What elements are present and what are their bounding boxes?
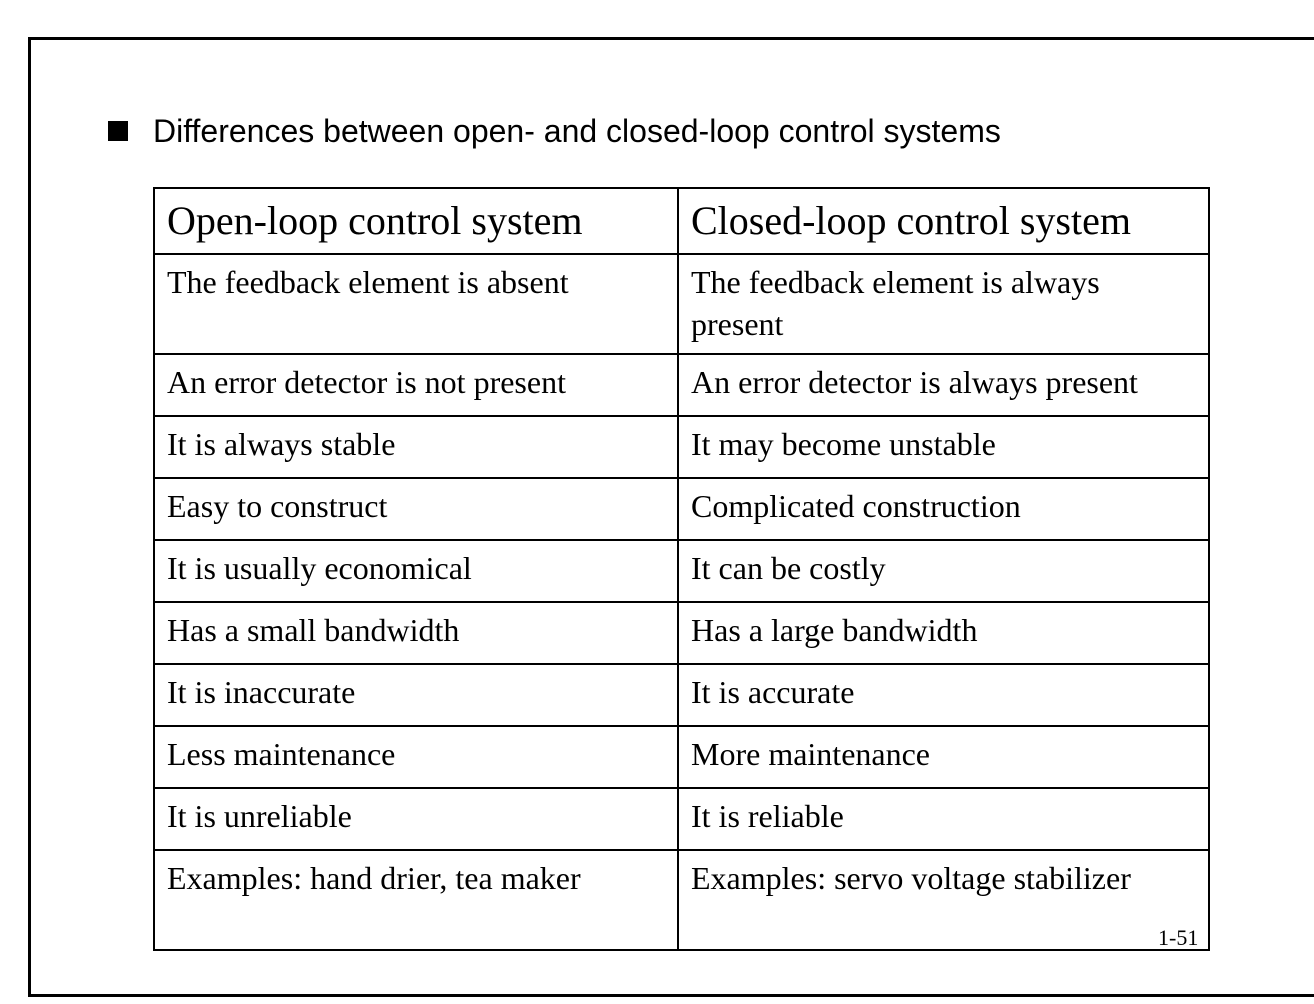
closed-loop-cell: Complicated construction [677,477,1210,541]
table-row: An error detector is not present An erro… [153,353,1210,417]
closed-loop-cell: The feedback element is always present [677,253,1210,355]
table-header-row: Open-loop control system Closed-loop con… [153,187,1210,255]
open-loop-cell: Less maintenance [153,725,679,789]
comparison-table: Open-loop control system Closed-loop con… [153,187,1210,951]
slide-frame [28,37,1314,997]
slide-heading: Differences between open- and closed-loo… [153,113,1001,149]
closed-loop-cell: An error detector is always present [677,353,1210,417]
open-loop-cell: Has a small bandwidth [153,601,679,665]
table-row: Easy to construct Complicated constructi… [153,477,1210,541]
table-row: Examples: hand drier, tea maker Examples… [153,849,1210,951]
closed-loop-cell: It may become unstable [677,415,1210,479]
heading-row: Differences between open- and closed-loo… [108,112,1001,150]
closed-loop-cell: Has a large bandwidth [677,601,1210,665]
open-loop-cell: It is unreliable [153,787,679,851]
table-row: It is unreliable It is reliable [153,787,1210,851]
open-loop-cell: It is inaccurate [153,663,679,727]
table-row: It is inaccurate It is accurate [153,663,1210,727]
header-closed-loop: Closed-loop control system [677,187,1210,255]
closed-loop-cell: Examples: servo voltage stabilizer [677,849,1210,951]
open-loop-cell: Examples: hand drier, tea maker [153,849,679,951]
closed-loop-cell: It is accurate [677,663,1210,727]
table-row: Has a small bandwidth Has a large bandwi… [153,601,1210,665]
open-loop-cell: Easy to construct [153,477,679,541]
table-row: It is always stable It may become unstab… [153,415,1210,479]
square-bullet-icon [108,121,128,141]
table-row: It is usually economical It can be costl… [153,539,1210,603]
closed-loop-cell: More maintenance [677,725,1210,789]
closed-loop-cell: It is reliable [677,787,1210,851]
open-loop-cell: It is always stable [153,415,679,479]
header-open-loop: Open-loop control system [153,187,679,255]
table-row: Less maintenance More maintenance [153,725,1210,789]
page-number: 1-51 [1158,925,1199,950]
open-loop-cell: An error detector is not present [153,353,679,417]
open-loop-cell: The feedback element is absent [153,253,679,355]
table-row: The feedback element is absent The feedb… [153,253,1210,355]
closed-loop-cell: It can be costly [677,539,1210,603]
open-loop-cell: It is usually economical [153,539,679,603]
